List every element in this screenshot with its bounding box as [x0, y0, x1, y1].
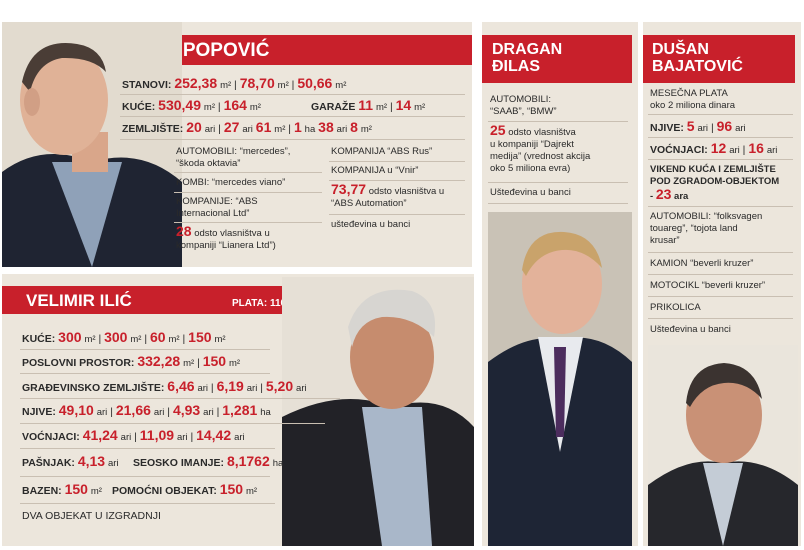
popovic-komp-abs: KOMPANIJA “ABS Rus” [331, 146, 433, 157]
popovic-zemljiste: ZEMLJIŠTE: 20 ari | 27 ari 61 m² | 1 ha … [122, 119, 372, 135]
bajatovic-vikend: VIKEND KUĆA I ZEMLJIŠTE POD ZGRADOM-OBJE… [650, 164, 780, 202]
djilas-pct: 25 odsto vlasništva u kompaniji “Dajrekt… [490, 122, 591, 174]
popovic-pct2: 73,77 odsto vlasništva u “ABS Automation… [331, 181, 445, 209]
ilic-pasnjak: PAŠNJAK: 4,13 ari [22, 453, 119, 469]
bajatovic-plata: MESEČNA PLATA oko 2 miliona dinara [650, 88, 736, 111]
ilic-seosko: SEOSKO IMANJE: 8,1762 ha [133, 453, 284, 469]
ilic-pomocni: POMOĆNI OBJEKAT: 150 m² [112, 481, 258, 497]
popovic-garaze: GARAŽE 11 m² | 14 m² [311, 97, 426, 113]
djilas-name: DRAGAN ĐILAS [492, 41, 563, 75]
bajatovic-header [643, 35, 795, 83]
popovic-kuce: KUĆE: 530,49 m² | 164 m² [122, 97, 261, 113]
ilic-bazen: BAZEN: 150 m² [22, 481, 102, 497]
popovic-kompanije: KOMPANIJE: “ABS Internacional Ltd” [176, 196, 258, 219]
popovic-stanovi: STANOVI: 252,38 m² | 78,70 m² | 50,66 m² [122, 75, 347, 91]
djilas-ustedjevina: Ušteđevina u banci [490, 187, 571, 198]
ilic-vocnjaci: VOĆNJACI: 41,24 ari | 11,09 ari | 14,42 … [22, 427, 245, 443]
popovic-automobili: AUTOMOBILI: “mercedes”, “škoda oktavia” [176, 146, 291, 169]
popovic-photo [2, 22, 182, 267]
bajatovic-motocikl: MOTOCIKL “beverli kruzer” [650, 280, 766, 291]
bajatovic-prikolica: PRIKOLICA [650, 302, 701, 313]
bajatovic-kamion: KAMION “beverli kruzer” [650, 258, 754, 269]
ilic-photo [282, 277, 474, 546]
ilic-gradjevinsko: GRAĐEVINSKO ZEMLJIŠTE: 6,46 ari | 6,19 a… [22, 378, 307, 394]
bajatovic-vocnjaci: VOĆNJACI: 12 ari | 16 ari [650, 140, 778, 156]
bajatovic-name: DUŠAN BAJATOVIĆ [652, 41, 743, 75]
bajatovic-automobili: AUTOMOBILI: “folksvagen touareg”, “tojot… [650, 211, 763, 246]
popovic-kombi: KOMBI: “mercedes viano” [176, 177, 286, 188]
popovic-pct: 28 odsto vlasništva u kompaniji “Lianera… [176, 223, 276, 251]
djilas-photo [488, 212, 632, 546]
ilic-dva-objekta: DVA OBJEKAT U IZGRADNJI [22, 510, 161, 522]
bajatovic-njive: NJIVE: 5 ari | 96 ari [650, 118, 746, 134]
djilas-header [482, 35, 632, 83]
ilic-poslovni: POSLOVNI PROSTOR: 332,28 m² | 150 m² [22, 353, 241, 369]
popovic-ustedjevina: ušteđevina u banci [331, 219, 411, 230]
ilic-kuce: KUĆE: 300 m² | 300 m² | 60 m² | 150 m² [22, 329, 226, 345]
djilas-automobili: AUTOMOBILI: “SAAB”, “BMW” [490, 94, 557, 117]
popovic-komp-vnir: KOMPANIJA u “Vnir” [331, 165, 419, 176]
ilic-njive: NJIVE: 49,10 ari | 21,66 ari | 4,93 ari … [22, 402, 271, 418]
ilic-name: VELIMIR ILIĆ [26, 291, 132, 310]
bajatovic-photo [648, 345, 798, 546]
bajatovic-ustedjevina: Ušteđevina u banci [650, 324, 731, 335]
